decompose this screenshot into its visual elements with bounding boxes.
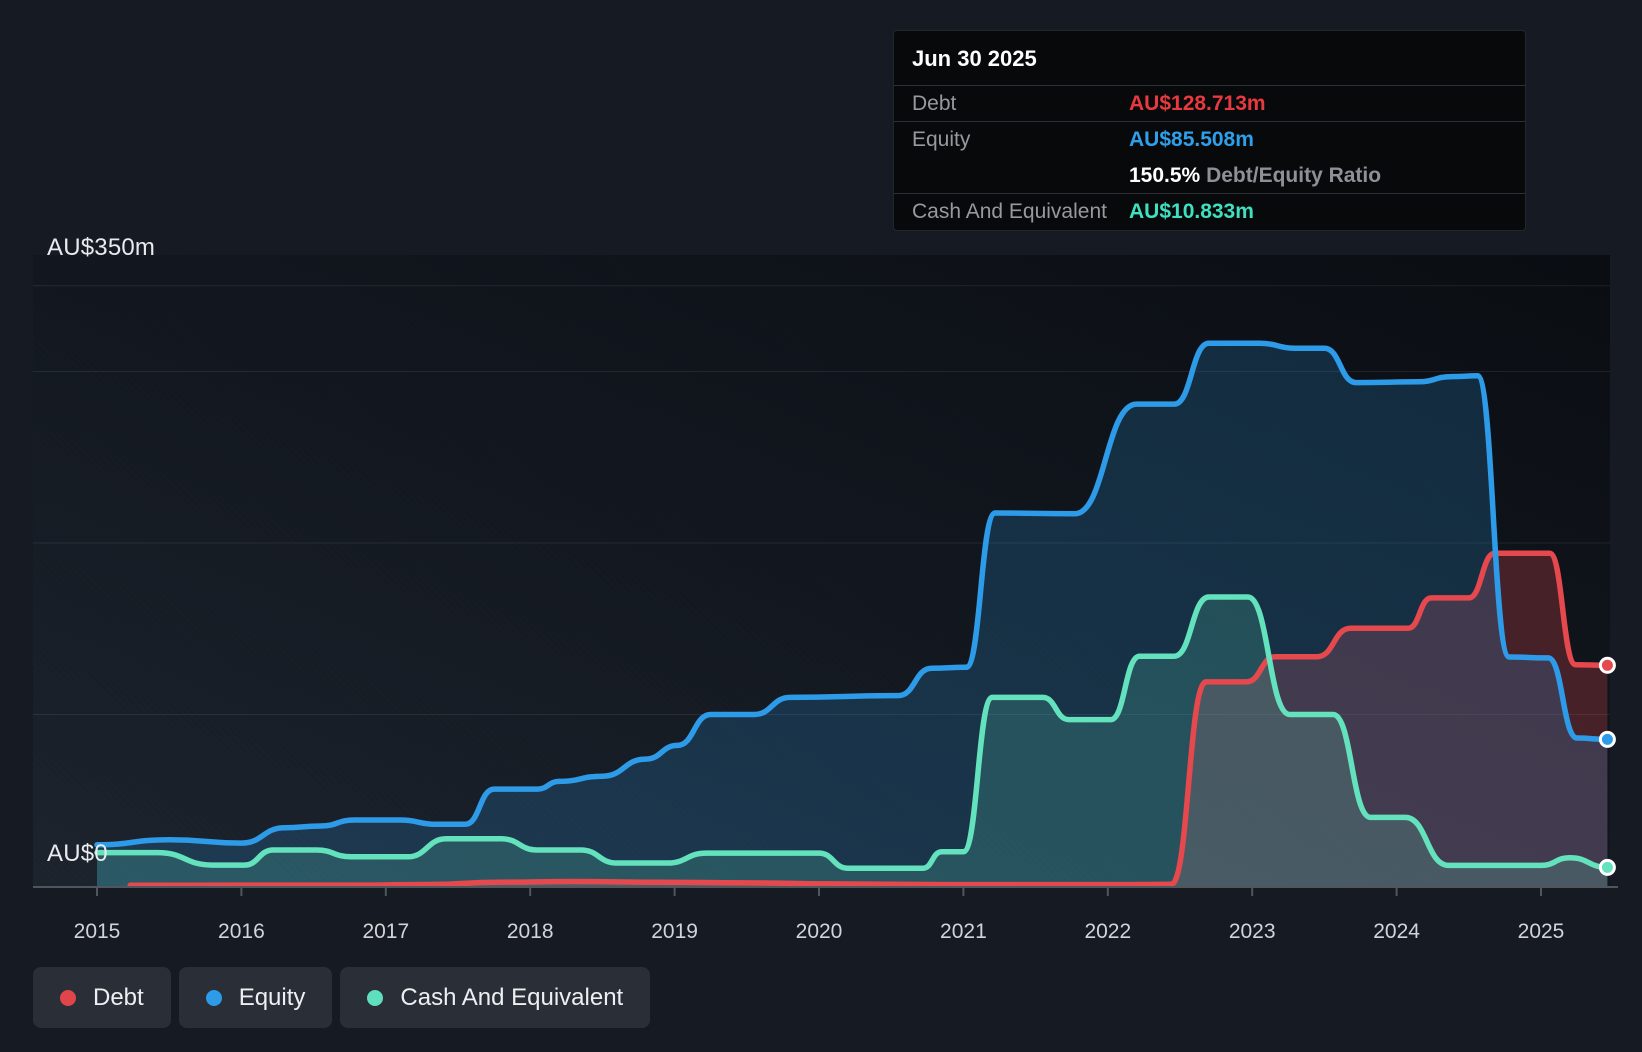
x-axis-label: 2021 bbox=[940, 920, 987, 943]
tooltip-row-debt: Debt AU$128.713m bbox=[894, 86, 1525, 122]
debt-end-marker bbox=[1598, 656, 1616, 674]
chart-legend: Debt Equity Cash And Equivalent bbox=[33, 967, 651, 1028]
plot-background bbox=[33, 255, 1610, 887]
debt-line[interactable] bbox=[127, 550, 1611, 889]
tooltip-debt-value: AU$128.713m bbox=[1129, 91, 1266, 115]
legend-dot-icon bbox=[367, 989, 384, 1006]
legend-label: Debt bbox=[93, 983, 144, 1011]
tooltip-row-ratio: 150.5% Debt/Equity Ratio bbox=[894, 158, 1525, 194]
x-axis-label: 2017 bbox=[362, 920, 409, 943]
cash-and-equivalent-area[interactable] bbox=[97, 597, 1608, 886]
x-axis-label: 2023 bbox=[1229, 920, 1276, 943]
equity-area[interactable] bbox=[97, 343, 1608, 886]
tooltip-cash-value: AU$10.833m bbox=[1129, 200, 1254, 223]
tooltip-row-cash: Cash And Equivalent AU$10.833m bbox=[894, 194, 1525, 230]
y-axis-max-label: AU$350m bbox=[47, 234, 156, 261]
x-axis-label: 2015 bbox=[74, 920, 121, 943]
x-axis-label: 2016 bbox=[218, 920, 265, 943]
legend-label: Cash And Equivalent bbox=[400, 983, 624, 1011]
debt-area[interactable] bbox=[130, 553, 1608, 886]
tooltip-debt-label: Debt bbox=[912, 91, 957, 115]
tooltip-equity-label: Equity bbox=[912, 128, 971, 151]
chart-tooltip: Jun 30 2025 Debt AU$128.713m Equity AU$8… bbox=[893, 30, 1526, 231]
legend-chip-cash-and-equivalent[interactable]: Cash And Equivalent bbox=[340, 967, 651, 1028]
equity-line[interactable] bbox=[94, 340, 1611, 848]
legend-dot-icon bbox=[60, 989, 76, 1006]
tooltip-equity-value: AU$85.508m bbox=[1129, 128, 1254, 151]
y-axis-zero-label: AU$0 bbox=[47, 840, 108, 867]
x-axis-label: 2022 bbox=[1084, 920, 1131, 943]
x-axis-label: 2020 bbox=[796, 920, 843, 943]
legend-label: Equity bbox=[238, 983, 306, 1011]
tooltip-ratio: 150.5% Debt/Equity Ratio bbox=[1129, 164, 1507, 188]
tooltip-row-equity: Equity AU$85.508m bbox=[894, 122, 1525, 158]
legend-dot-icon bbox=[205, 989, 222, 1006]
x-axis-label: 2025 bbox=[1518, 920, 1565, 943]
legend-chip-debt[interactable]: Debt bbox=[33, 967, 171, 1028]
tooltip-cash-label: Cash And Equivalent bbox=[912, 200, 1107, 223]
legend-chip-equity[interactable]: Equity bbox=[178, 967, 333, 1028]
tooltip-date: Jun 30 2025 bbox=[894, 31, 1525, 86]
x-axis-label: 2019 bbox=[651, 920, 698, 943]
cash-and-equivalent-end-marker bbox=[1598, 858, 1616, 876]
x-axis-label: 2024 bbox=[1373, 920, 1420, 943]
tooltip-ratio-value: 150.5% bbox=[1129, 163, 1201, 187]
tooltip-ratio-label: Debt/Equity Ratio bbox=[1206, 163, 1382, 187]
x-axis-label: 2018 bbox=[507, 920, 554, 943]
cash-and-equivalent-line[interactable] bbox=[94, 594, 1611, 871]
equity-end-marker bbox=[1598, 730, 1616, 748]
